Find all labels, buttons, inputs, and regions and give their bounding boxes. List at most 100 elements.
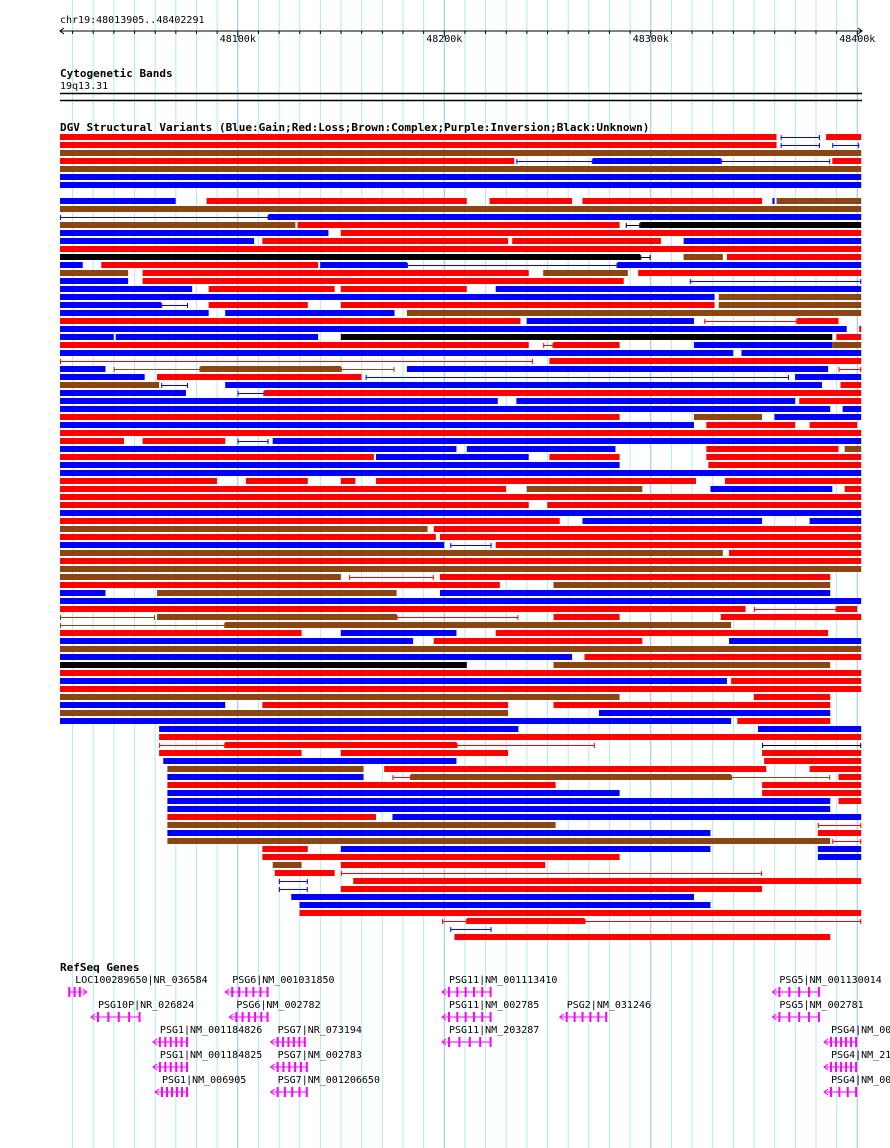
gene-label[interactable]: PSG11|NM_001113410 (449, 975, 558, 986)
gene-exon (840, 1062, 843, 1072)
structural-variant-bar (729, 550, 862, 556)
structural-variant-bar (842, 406, 862, 412)
structural-variant-bar (844, 486, 862, 492)
strand-arrow-left-icon (823, 1063, 829, 1071)
gene-exon (489, 1012, 492, 1022)
gene-exon (287, 1037, 290, 1047)
structural-variant-bar (142, 438, 226, 444)
structural-variant-bar (340, 846, 711, 852)
structural-variant-bar (225, 622, 732, 628)
structural-variant-bar (167, 806, 831, 812)
gene-label[interactable]: PSG1|NM_001184826 (159, 1025, 263, 1036)
structural-variant-bar (60, 158, 515, 164)
structural-variant-bar (60, 470, 862, 476)
gene-label[interactable]: PSG4|NM_21 (831, 1050, 890, 1061)
structural-variant-bar (291, 894, 694, 900)
structural-variant-bar (60, 598, 862, 604)
gene-label[interactable]: PSG10P|NR_026824 (97, 1000, 195, 1011)
structural-variant-bar (60, 550, 723, 556)
structural-variant-bar (60, 134, 777, 140)
structural-variant-bar (262, 238, 509, 244)
gene-exon (464, 987, 467, 997)
structural-variant-bar (708, 462, 862, 468)
gene-exon (456, 987, 459, 997)
structural-variant-bar (706, 422, 796, 428)
gene-label[interactable]: PSG5|NM_001130014 (779, 975, 882, 986)
structural-variant-bar (836, 334, 862, 340)
structural-variant-bar (433, 638, 643, 644)
gene-label[interactable]: PSG4|NM_00 (831, 1075, 890, 1086)
gene-label[interactable]: PSG11|NM_203287 (449, 1025, 540, 1036)
structural-variant-bar (60, 654, 573, 660)
structural-variant-bar (753, 694, 831, 700)
gene-label[interactable]: PSG11|NM_002785 (449, 1000, 540, 1011)
structural-variant-bar (167, 822, 556, 828)
structural-variant-bar (60, 446, 457, 452)
structural-variant-bar (495, 542, 862, 548)
structural-variant-bar (553, 342, 620, 348)
structural-variant-bar (776, 198, 862, 204)
gene-label[interactable]: PSG2|NM_031246 (566, 1000, 652, 1011)
structural-variant-bar (142, 270, 529, 276)
structural-variant-bar (60, 438, 125, 444)
structural-variant-bar (208, 286, 335, 292)
structural-variant-bar (115, 334, 319, 340)
structural-variant-bar (60, 566, 862, 572)
gene-label[interactable]: LOC100289650|NR_036584 (75, 975, 208, 986)
structural-variant-bar (553, 662, 831, 668)
structural-variant-bar (297, 222, 620, 228)
refseq-track-title: RefSeq Genes (60, 961, 140, 974)
structural-variant-bar (375, 478, 697, 484)
strand-arrow-left-icon (441, 1038, 447, 1046)
gene-exon (298, 1087, 301, 1097)
structural-variant-bar (60, 574, 341, 580)
structural-variant-bar (826, 134, 862, 140)
structural-variant-bar (225, 310, 395, 316)
gene-exon (282, 1062, 285, 1072)
gene-exon (305, 1062, 308, 1072)
structural-variant-bar (157, 590, 397, 596)
structural-variant-bar (353, 878, 862, 884)
structural-variant-bar (553, 582, 831, 588)
structural-variant-bar (60, 374, 145, 380)
structural-variant-bar (262, 846, 308, 852)
gene-label[interactable]: PSG4|NM_00 (831, 1025, 890, 1036)
gene-label[interactable]: PSG5|NM_002781 (779, 1000, 864, 1011)
structural-variant-bar (159, 734, 862, 740)
structural-variant-bar (706, 454, 862, 460)
structural-variant-bar (838, 798, 862, 804)
gene-label[interactable]: PSG7|NR_073194 (277, 1025, 362, 1036)
gene-exon (160, 1087, 163, 1097)
gene-label[interactable]: PSG6|NM_002782 (236, 1000, 321, 1011)
gene-exon (472, 1012, 475, 1022)
structural-variant-bar (762, 782, 862, 788)
gene-label[interactable]: PSG1|NM_001184825 (159, 1050, 263, 1061)
structural-variant-bar (60, 670, 862, 676)
gene-label[interactable]: PSG1|NM_006905 (161, 1075, 247, 1086)
strand-arrow-left-icon (228, 1013, 234, 1021)
ruler-right-arrow-icon (857, 27, 863, 35)
structural-variant-bar (526, 318, 694, 324)
structural-variant-bar (60, 294, 715, 300)
strand-arrow-left-icon (152, 1038, 158, 1046)
gene-label[interactable]: PSG6|NM_001031850 (232, 975, 335, 986)
structural-variant-bar (60, 390, 186, 396)
dgv-track-title: DGV Structural Variants (Blue:Gain;Red:L… (60, 121, 650, 134)
structural-variant-bar (693, 342, 833, 348)
structural-variant-bar (762, 790, 862, 796)
strand-arrow-left-icon (154, 1088, 160, 1096)
structural-variant-bar (495, 630, 829, 636)
gene-exon (247, 1012, 250, 1022)
structural-variant-bar (384, 766, 767, 772)
structural-variant-bar (340, 862, 546, 868)
structural-variant-bar (60, 542, 445, 548)
gene-exon (78, 987, 81, 997)
structural-variant-bar (693, 414, 763, 420)
structural-variant-bar (495, 286, 862, 292)
gene-exon (448, 987, 451, 997)
structural-variant-bar (208, 302, 308, 308)
gene-label[interactable]: PSG7|NM_001206650 (277, 1075, 380, 1086)
gene-label[interactable]: PSG7|NM_002783 (277, 1050, 362, 1061)
gene-exon (171, 1087, 174, 1097)
structural-variant-bar (737, 718, 831, 724)
